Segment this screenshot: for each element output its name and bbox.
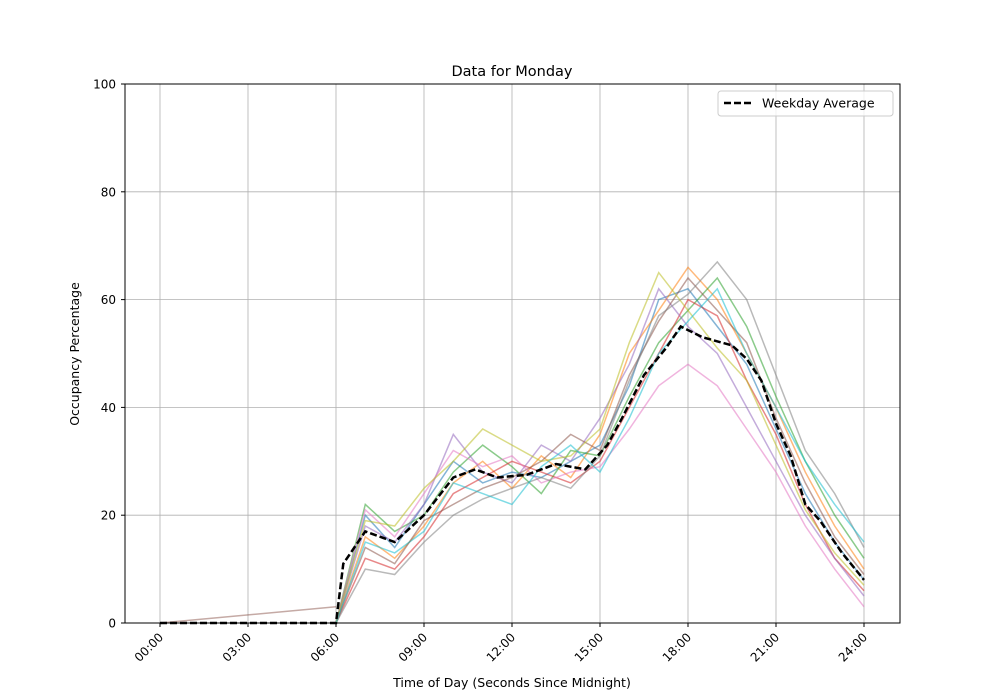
- y-axis-label: Occupancy Percentage: [67, 282, 82, 426]
- day-series-line: [335, 260, 865, 624]
- x-tick-label: 00:00: [132, 630, 166, 664]
- x-tick-label: 06:00: [308, 630, 342, 664]
- y-tick-label: 80: [101, 185, 116, 199]
- x-tick-label: 03:00: [220, 630, 254, 664]
- x-axis-label: Time of Day (Seconds Since Midnight): [392, 675, 631, 690]
- chart-title: Data for Monday: [451, 64, 572, 80]
- x-tick-label: 15:00: [572, 630, 606, 664]
- x-tick-label: 24:00: [836, 630, 870, 664]
- y-tick-label: 40: [101, 401, 116, 415]
- y-tick-label: 60: [101, 293, 116, 307]
- day-series-line: [335, 276, 865, 624]
- day-series-line: [335, 287, 865, 624]
- x-tick-label: 12:00: [484, 630, 518, 664]
- legend-average-label: Weekday Average: [762, 96, 875, 111]
- legend-box: [717, 90, 894, 117]
- plot-frame: [124, 83, 901, 624]
- series-lines: [159, 260, 865, 625]
- x-tick-label: 18:00: [660, 630, 694, 664]
- x-tick-label: 09:00: [396, 630, 430, 664]
- y-tick-label: 100: [93, 78, 116, 92]
- y-tick-label: 20: [101, 509, 116, 523]
- day-series-line: [335, 271, 865, 624]
- weekday-average-line: [160, 324, 865, 625]
- day-series-line: [335, 298, 865, 624]
- day-series-line: [335, 363, 865, 624]
- night-series-line: [159, 606, 337, 624]
- x-tick-label: 21:00: [748, 630, 782, 664]
- day-series-line: [335, 287, 865, 624]
- y-tick-label: 0: [108, 617, 116, 631]
- legend: Weekday Average: [717, 90, 894, 117]
- grid: [125, 83, 900, 624]
